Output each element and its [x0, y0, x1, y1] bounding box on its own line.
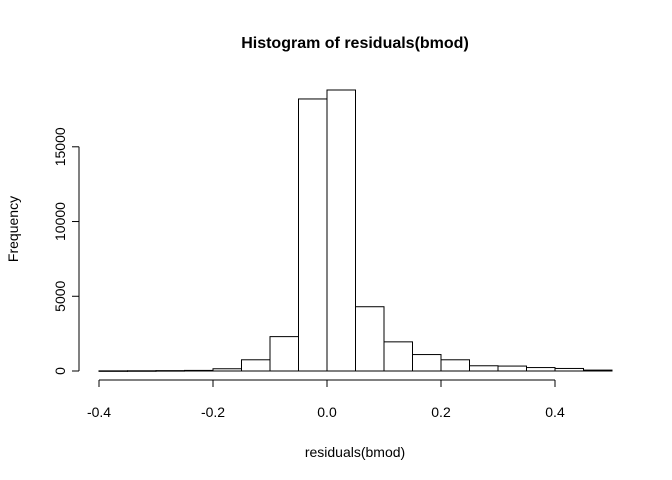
histogram-bar: [241, 359, 271, 372]
histogram-bar: [469, 365, 499, 372]
histogram-bar: [355, 306, 385, 372]
histogram-bar: [583, 369, 613, 372]
histogram-bar: [269, 336, 299, 372]
chart-title: Histogram of residuals(bmod): [241, 35, 469, 52]
histogram-bar: [526, 367, 556, 372]
x-tick-label: 0.4: [545, 404, 565, 420]
histogram-bar: [440, 359, 470, 372]
histogram-bar: [554, 367, 584, 372]
histogram-bar: [412, 354, 442, 372]
histogram-bar: [98, 370, 128, 372]
bars-group: [98, 89, 613, 372]
histogram-bar: [497, 365, 527, 372]
histogram-bar: [127, 370, 157, 372]
y-axis-label: Frequency: [5, 196, 21, 262]
y-tick-label: 0: [52, 367, 68, 375]
y-tick-label: 15000: [52, 127, 68, 166]
histogram-bar: [155, 370, 185, 372]
histogram-bar: [184, 369, 214, 372]
y-tick-label: 5000: [52, 280, 68, 311]
histogram-bar: [212, 368, 242, 372]
x-axis: -0.4 -0.2 0.0 0.2 0.4: [87, 379, 565, 420]
x-axis-label: residuals(bmod): [305, 444, 405, 460]
histogram-bar: [326, 89, 356, 372]
histogram-bar: [298, 98, 328, 372]
x-tick-label: 0.2: [431, 404, 451, 420]
y-axis: 0 5000 10000 15000: [52, 127, 80, 375]
x-tick-label: 0.0: [317, 404, 337, 420]
x-tick-label: -0.2: [201, 404, 225, 420]
x-tick-label: -0.4: [87, 404, 111, 420]
y-tick-label: 10000: [52, 202, 68, 241]
histogram-bar: [383, 341, 413, 372]
